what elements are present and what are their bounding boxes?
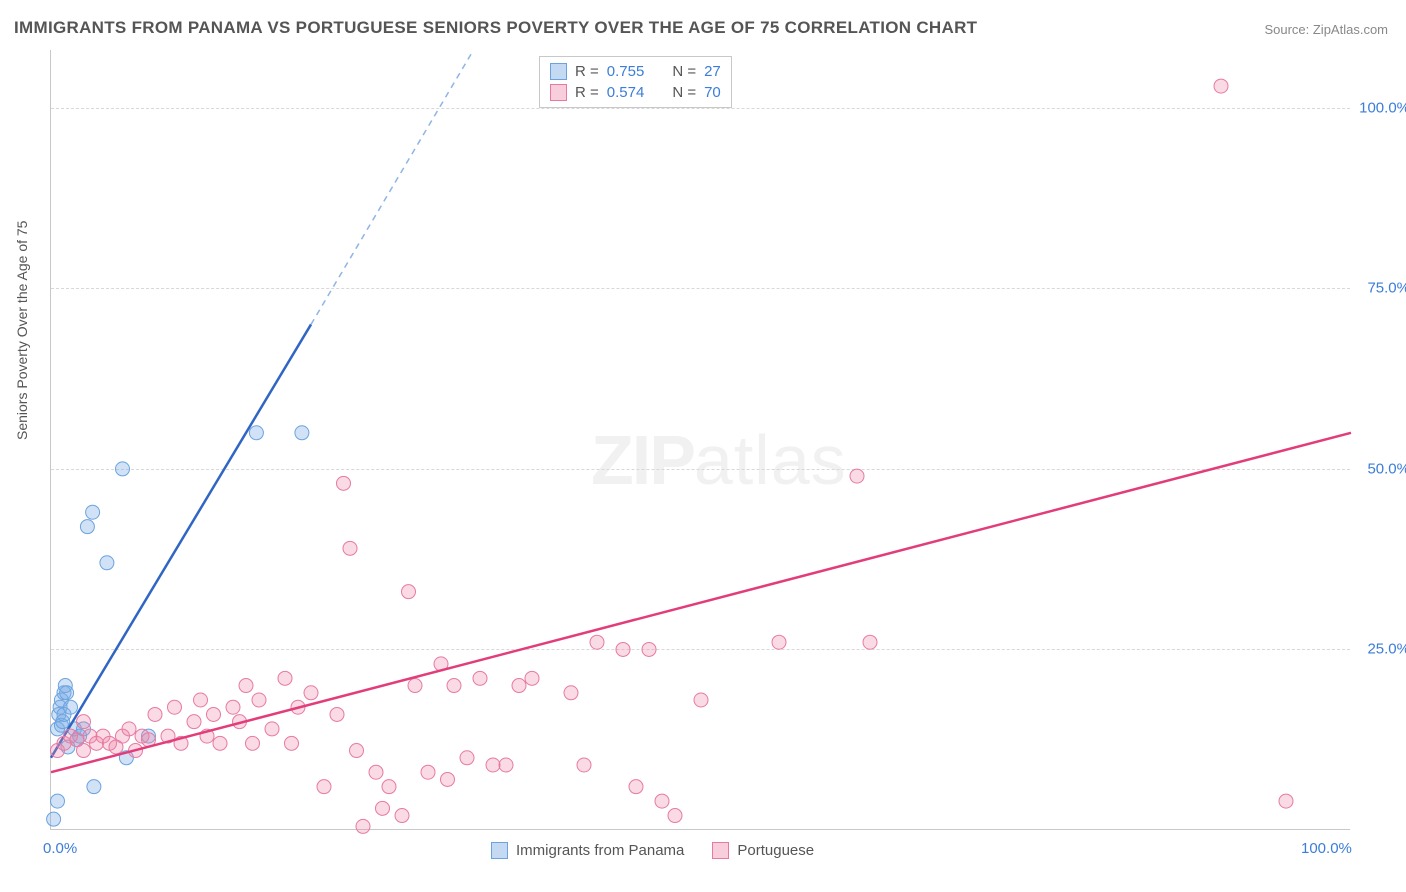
scatter-point-portuguese bbox=[369, 765, 383, 779]
scatter-point-portuguese bbox=[376, 801, 390, 815]
scatter-point-portuguese bbox=[525, 671, 539, 685]
scatter-point-portuguese bbox=[655, 794, 669, 808]
scatter-point-portuguese bbox=[285, 736, 299, 750]
scatter-point-panama bbox=[87, 780, 101, 794]
scatter-point-portuguese bbox=[356, 819, 370, 833]
scatter-point-portuguese bbox=[441, 772, 455, 786]
scatter-point-portuguese bbox=[382, 780, 396, 794]
scatter-point-portuguese bbox=[512, 679, 526, 693]
x-tick-label: 100.0% bbox=[1301, 840, 1352, 857]
scatter-point-portuguese bbox=[1279, 794, 1293, 808]
scatter-point-portuguese bbox=[77, 744, 91, 758]
scatter-point-portuguese bbox=[402, 585, 416, 599]
scatter-point-panama bbox=[64, 700, 78, 714]
scatter-point-portuguese bbox=[337, 476, 351, 490]
legend-correlation-row: R =0.574N =70 bbox=[550, 82, 721, 103]
legend-correlation: R =0.755N =27R =0.574N =70 bbox=[539, 56, 732, 108]
legend-swatch bbox=[550, 63, 567, 80]
scatter-point-portuguese bbox=[213, 736, 227, 750]
scatter-point-portuguese bbox=[252, 693, 266, 707]
scatter-point-panama bbox=[51, 794, 65, 808]
correlation-chart: IMMIGRANTS FROM PANAMA VS PORTUGUESE SEN… bbox=[0, 0, 1406, 892]
scatter-point-portuguese bbox=[616, 642, 630, 656]
scatter-point-portuguese bbox=[772, 635, 786, 649]
scatter-point-panama bbox=[116, 462, 130, 476]
scatter-point-portuguese bbox=[343, 541, 357, 555]
scatter-point-portuguese bbox=[122, 722, 136, 736]
scatter-point-portuguese bbox=[473, 671, 487, 685]
scatter-point-portuguese bbox=[304, 686, 318, 700]
y-tick-label: 100.0% bbox=[1359, 99, 1406, 116]
scatter-point-portuguese bbox=[330, 707, 344, 721]
scatter-point-portuguese bbox=[486, 758, 500, 772]
y-tick-label: 75.0% bbox=[1367, 280, 1406, 297]
scatter-point-panama bbox=[86, 505, 100, 519]
scatter-point-portuguese bbox=[668, 809, 682, 823]
scatter-point-panama bbox=[80, 520, 94, 534]
scatter-point-panama bbox=[100, 556, 114, 570]
scatter-point-portuguese bbox=[239, 679, 253, 693]
legend-swatch bbox=[712, 842, 729, 859]
y-tick-label: 50.0% bbox=[1367, 460, 1406, 477]
scatter-point-portuguese bbox=[564, 686, 578, 700]
scatter-point-portuguese bbox=[265, 722, 279, 736]
legend-correlation-row: R =0.755N =27 bbox=[550, 61, 721, 82]
scatter-point-portuguese bbox=[642, 642, 656, 656]
scatter-point-portuguese bbox=[278, 671, 292, 685]
scatter-point-portuguese bbox=[1214, 79, 1228, 93]
scatter-point-portuguese bbox=[863, 635, 877, 649]
y-axis-label: Seniors Poverty Over the Age of 75 bbox=[14, 221, 30, 440]
scatter-point-panama bbox=[47, 812, 61, 826]
scatter-point-panama bbox=[295, 426, 309, 440]
legend-swatch bbox=[550, 84, 567, 101]
scatter-point-portuguese bbox=[226, 700, 240, 714]
scatter-point-panama bbox=[249, 426, 263, 440]
scatter-point-portuguese bbox=[317, 780, 331, 794]
scatter-point-portuguese bbox=[350, 744, 364, 758]
scatter-point-portuguese bbox=[629, 780, 643, 794]
scatter-point-portuguese bbox=[395, 809, 409, 823]
plot-area: ZIPatlas 25.0%50.0%75.0%100.0% 0.0%100.0… bbox=[50, 50, 1350, 830]
legend-series-label: Immigrants from Panama bbox=[516, 842, 684, 859]
scatter-point-portuguese bbox=[577, 758, 591, 772]
source-label: Source: ZipAtlas.com bbox=[1264, 22, 1388, 37]
scatter-point-portuguese bbox=[77, 715, 91, 729]
scatter-point-portuguese bbox=[694, 693, 708, 707]
legend-swatch bbox=[491, 842, 508, 859]
scatter-svg bbox=[51, 50, 1350, 829]
legend-series-item: Immigrants from Panama bbox=[491, 842, 684, 859]
scatter-point-portuguese bbox=[408, 679, 422, 693]
scatter-point-panama bbox=[60, 686, 74, 700]
scatter-point-portuguese bbox=[460, 751, 474, 765]
scatter-point-portuguese bbox=[421, 765, 435, 779]
chart-title: IMMIGRANTS FROM PANAMA VS PORTUGUESE SEN… bbox=[14, 18, 977, 38]
y-tick-label: 25.0% bbox=[1367, 641, 1406, 658]
x-tick-label: 0.0% bbox=[43, 840, 77, 857]
legend-series-item: Portuguese bbox=[712, 842, 814, 859]
scatter-point-portuguese bbox=[447, 679, 461, 693]
scatter-point-portuguese bbox=[207, 707, 221, 721]
scatter-point-portuguese bbox=[590, 635, 604, 649]
scatter-point-portuguese bbox=[499, 758, 513, 772]
legend-series-label: Portuguese bbox=[737, 842, 814, 859]
scatter-point-portuguese bbox=[850, 469, 864, 483]
legend-series: Immigrants from Panama Portuguese bbox=[491, 842, 814, 859]
scatter-point-portuguese bbox=[168, 700, 182, 714]
scatter-point-portuguese bbox=[194, 693, 208, 707]
scatter-point-portuguese bbox=[148, 707, 162, 721]
scatter-point-portuguese bbox=[246, 736, 260, 750]
scatter-point-portuguese bbox=[187, 715, 201, 729]
